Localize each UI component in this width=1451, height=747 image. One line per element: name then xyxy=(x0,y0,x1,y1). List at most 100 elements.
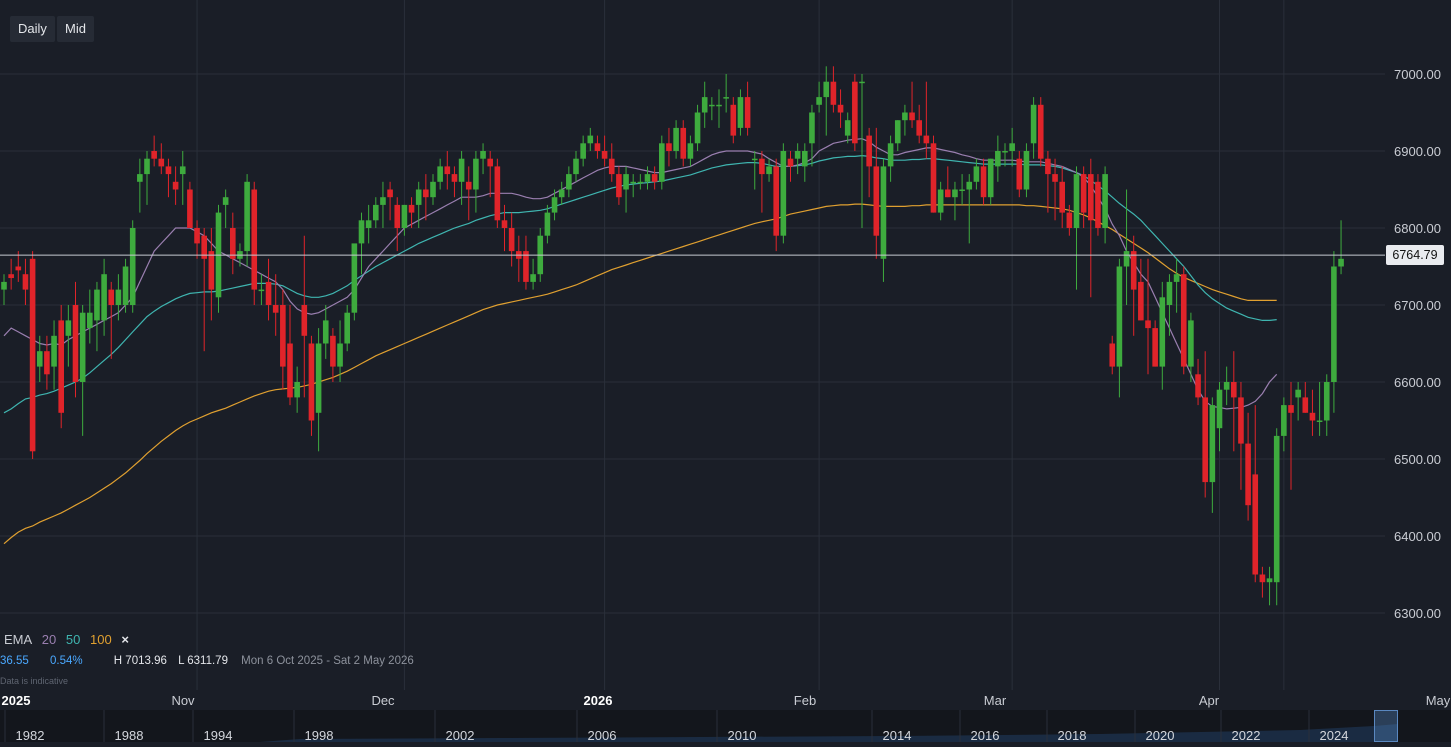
navigator-bar[interactable]: 1982 1988 1994 1998 2002 2006 2010 2014 2016 2018… xyxy=(0,710,1451,743)
x-tick-label: Nov xyxy=(171,693,195,708)
candle-body xyxy=(1,281,7,290)
candle xyxy=(72,281,79,398)
candle xyxy=(980,158,987,205)
x-tick-label: Dec xyxy=(371,693,395,708)
candle xyxy=(773,158,779,252)
candle-body xyxy=(272,305,279,313)
candle xyxy=(423,174,429,221)
navigator-year-label: 2016 xyxy=(971,728,1000,742)
candle-body xyxy=(1281,405,1287,436)
candle xyxy=(687,135,694,167)
candle xyxy=(337,320,343,382)
candle-body xyxy=(952,189,958,198)
candle-body xyxy=(887,143,894,167)
candle-body xyxy=(973,166,980,182)
candle-body xyxy=(594,143,601,151)
candle-body xyxy=(58,320,64,413)
y-tick-label: 6500.00 xyxy=(1394,452,1441,467)
candle xyxy=(51,320,57,390)
candle xyxy=(287,305,293,406)
candle-body xyxy=(1002,151,1008,153)
candle-body xyxy=(401,204,408,228)
candle xyxy=(1045,151,1051,213)
candle xyxy=(802,143,808,182)
candle-body xyxy=(558,189,565,198)
candle xyxy=(995,135,1001,182)
candle-body xyxy=(494,166,501,221)
candle xyxy=(794,143,801,175)
candle xyxy=(1,274,7,305)
candle xyxy=(151,135,157,167)
date-range: Mon 6 Oct 2025 - Sat 2 May 2026 xyxy=(241,655,414,667)
candle-body xyxy=(179,166,186,175)
candle xyxy=(637,174,644,190)
price-type-selector[interactable]: Mid xyxy=(57,16,94,42)
candle xyxy=(716,89,722,128)
candle xyxy=(65,305,72,367)
candle xyxy=(222,189,229,228)
y-tick-label: 6400.00 xyxy=(1394,529,1441,544)
candle-body xyxy=(1109,343,1116,367)
candle xyxy=(1159,281,1166,390)
candle xyxy=(837,89,844,128)
candle-body xyxy=(551,197,558,213)
candle-body xyxy=(458,158,465,182)
candle-body xyxy=(337,343,343,367)
candle xyxy=(129,220,136,313)
candle-body xyxy=(287,343,293,398)
candle-body xyxy=(730,104,737,136)
candle-body xyxy=(222,197,229,205)
candle xyxy=(1030,97,1037,159)
candle xyxy=(401,204,408,236)
candle-body xyxy=(687,143,694,159)
candle xyxy=(1066,204,1073,236)
candle-body xyxy=(244,181,250,252)
candle-body xyxy=(1238,397,1244,444)
candle-body xyxy=(1037,104,1044,159)
candle xyxy=(530,258,536,290)
candle-body xyxy=(1095,181,1101,228)
candle-body xyxy=(365,220,372,228)
candle-body xyxy=(759,158,765,175)
candle-body xyxy=(723,97,729,99)
candle-body xyxy=(29,258,36,452)
candle xyxy=(701,81,708,128)
candle xyxy=(573,151,579,182)
candle-body xyxy=(1209,405,1216,483)
candle xyxy=(844,112,851,144)
interval-selector[interactable]: Daily xyxy=(10,16,55,42)
candle-body xyxy=(444,166,451,175)
candle-body xyxy=(809,112,815,144)
remove-indicator-icon[interactable]: × xyxy=(121,632,129,647)
navigator-year-label: 2020 xyxy=(1146,728,1175,742)
y-tick-label: 6800.00 xyxy=(1394,221,1441,236)
candle-body xyxy=(530,274,536,282)
candle xyxy=(101,258,107,336)
x-tick-label: 2025 xyxy=(2,693,31,708)
candle-body xyxy=(1223,382,1230,390)
candle-body xyxy=(1066,212,1073,228)
candle-body xyxy=(473,158,479,190)
candle-body xyxy=(1259,574,1266,583)
candle xyxy=(108,281,115,359)
candle-body xyxy=(65,320,72,336)
candle xyxy=(673,120,679,159)
candle xyxy=(44,335,50,390)
candle xyxy=(737,89,744,136)
navigator-window-handle[interactable] xyxy=(1374,710,1398,742)
candle-body xyxy=(866,135,872,167)
candle-body xyxy=(1138,281,1144,321)
candle xyxy=(437,158,443,190)
candle xyxy=(272,274,279,336)
candle xyxy=(1259,566,1266,598)
y-axis: 7000.00 6900.00 6800.00 6700.00 6600.00 6500.… xyxy=(1394,67,1441,621)
candle-body xyxy=(766,166,772,175)
candle xyxy=(759,151,765,213)
candle-body xyxy=(701,97,708,113)
candle-body xyxy=(1130,251,1137,290)
candle xyxy=(1088,158,1094,298)
candle-body xyxy=(1338,258,1344,267)
candle xyxy=(1231,351,1237,452)
candle xyxy=(516,235,522,282)
